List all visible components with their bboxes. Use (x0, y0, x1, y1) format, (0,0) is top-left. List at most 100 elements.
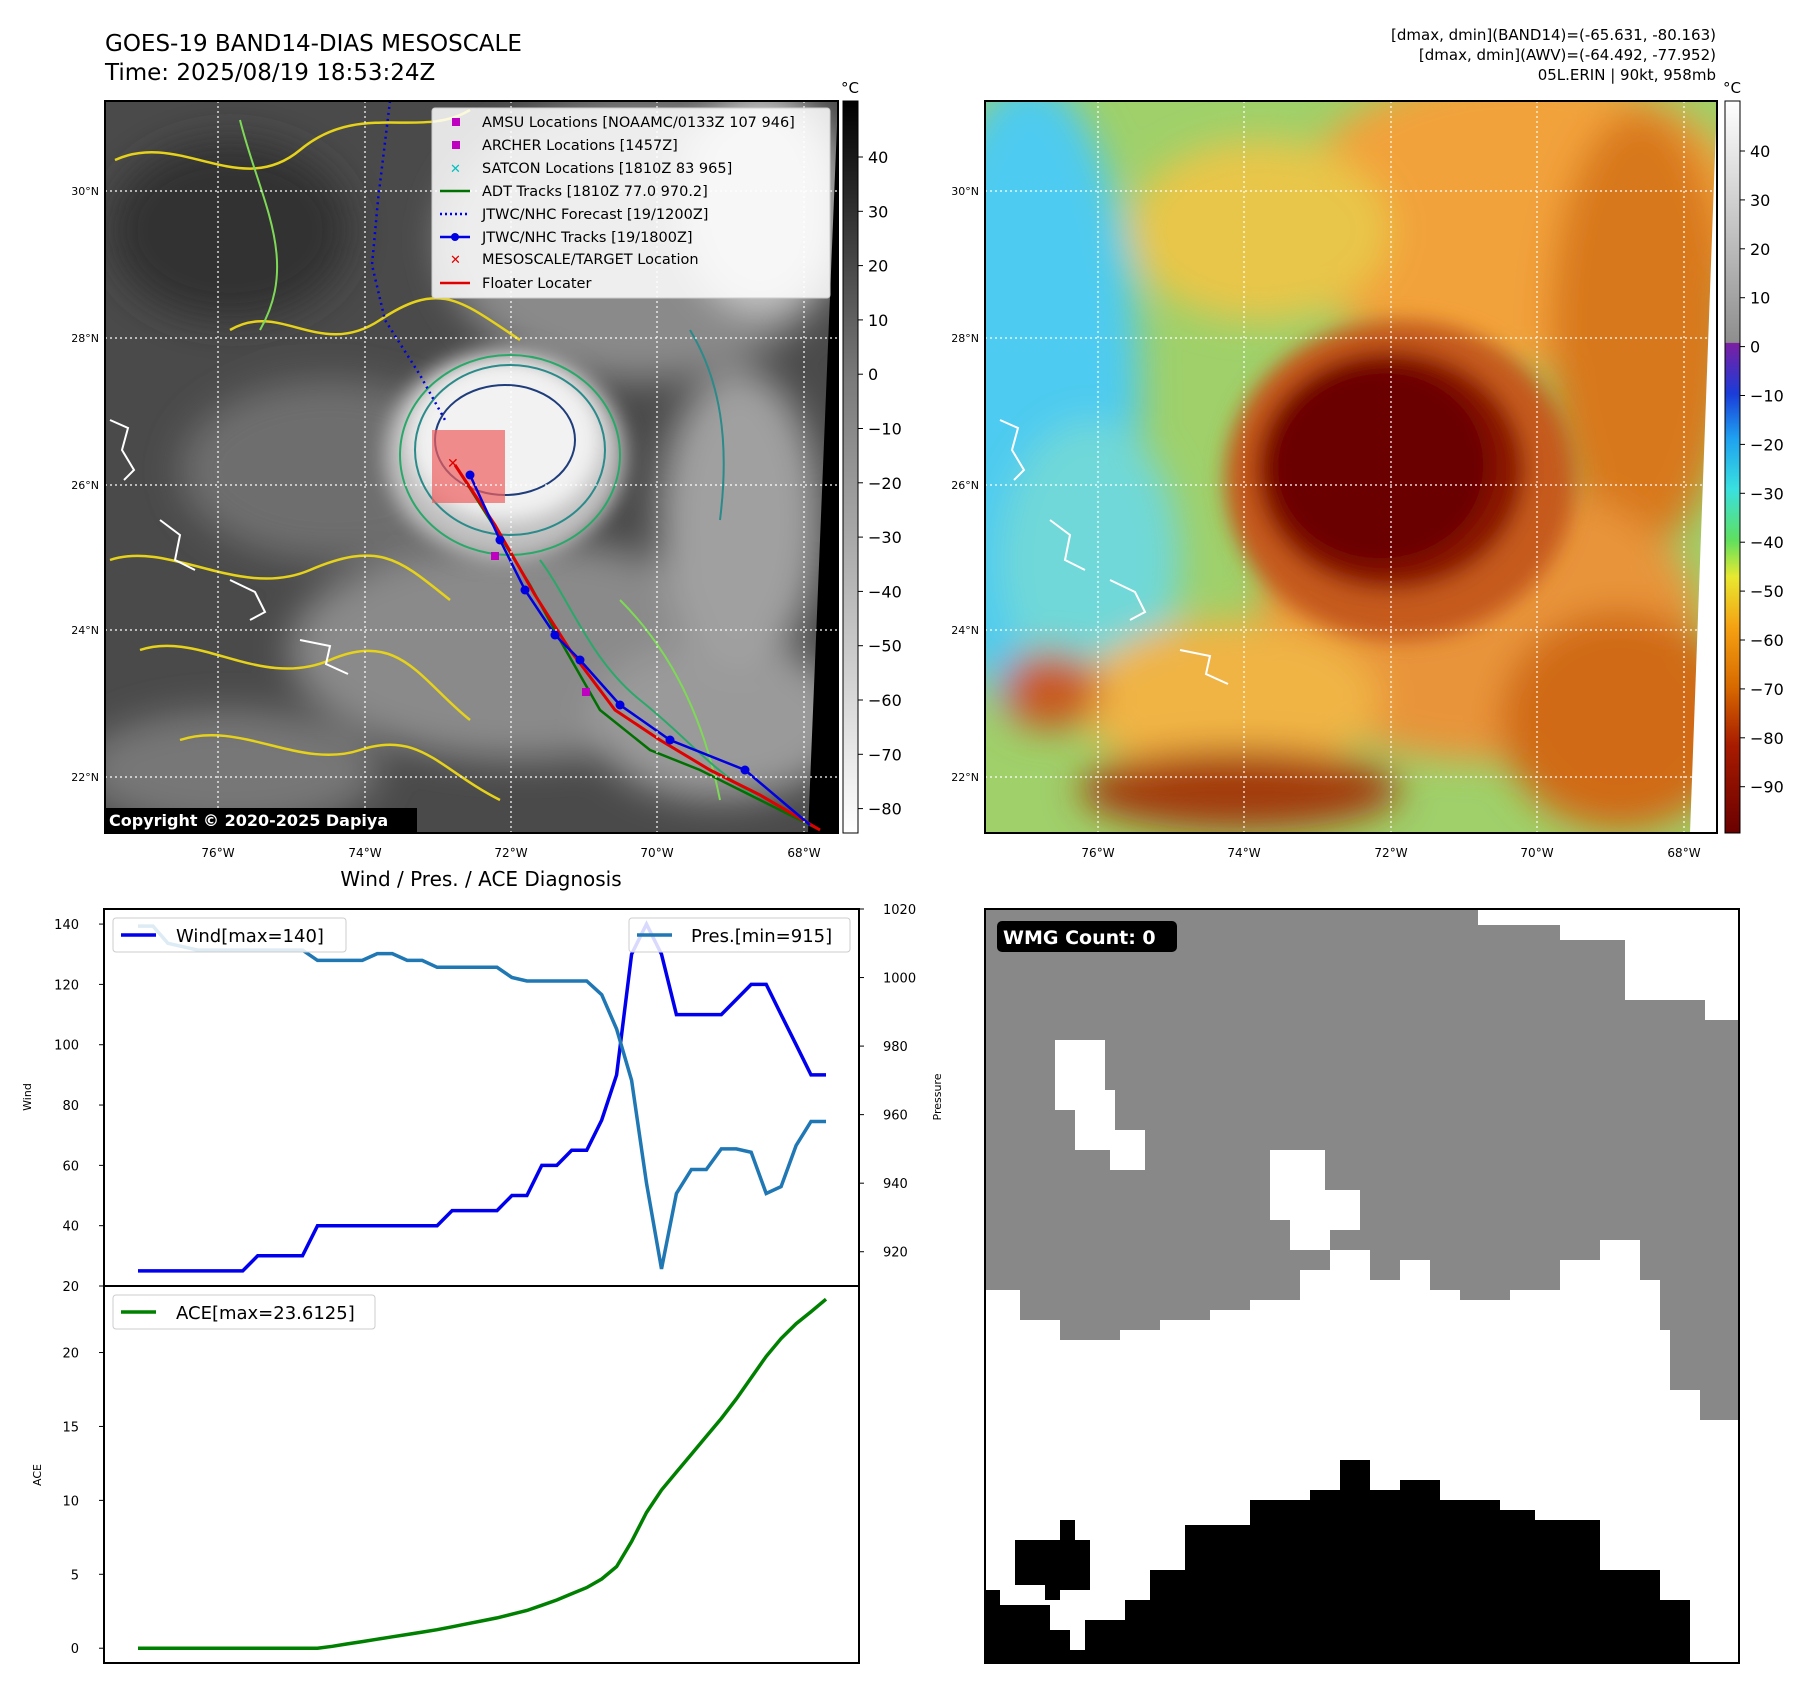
wmg-gray-region (985, 909, 1739, 1420)
color-colorbar (1724, 100, 1741, 834)
ir-colorbar-unit: °C (841, 79, 859, 97)
colorbar-tick-label: −20 (868, 474, 902, 493)
legend-target-label: MESOSCALE/TARGET Location (482, 252, 699, 268)
colorbar-tick-label: −30 (868, 528, 902, 547)
color-storm-core (1225, 320, 1575, 640)
pressure-tick-label: 940 (883, 1177, 908, 1192)
lon-tick-label: 74°W (1227, 846, 1260, 860)
colorbar-tick-label: 30 (868, 202, 888, 221)
colorbar-tick-label: −20 (1750, 435, 1784, 454)
lat-tick-label: 26°N (951, 479, 979, 492)
ace-tick-label: 10 (62, 1494, 79, 1509)
wind-tick-label: 60 (62, 1159, 79, 1174)
lon-tick-label: 70°W (1520, 846, 1553, 860)
coastline (1179, 649, 1229, 685)
ir-map-lat-ticks: 30°N 28°N 26°N 24°N 22°N (71, 185, 99, 784)
archer-point (582, 688, 590, 696)
color-colorbar-unit: °C (1723, 79, 1741, 97)
contour (399, 354, 621, 556)
legend-archer-label: ARCHER Locations [1457Z] (482, 138, 678, 154)
wind-pressure-frame (103, 908, 860, 1287)
wmg-white-patch (1270, 1150, 1360, 1250)
color-map-gridlines (985, 101, 1717, 833)
colorbar-tick-label: −70 (868, 745, 902, 764)
colorbar-tick-label: 0 (868, 365, 878, 384)
legend-amsu-label: AMSU Locations [NOAAMC/0133Z 107 946] (482, 115, 795, 131)
wind-tick-label: 120 (54, 978, 79, 993)
ir-colorbar-ticks: 40 30 20 10 0 −10 −20 −30 −40 −50 −60 −70 −80 (858, 148, 902, 819)
mesoscale-target-box (432, 430, 505, 503)
colorbar-tick-label: −10 (868, 420, 902, 439)
wind-tick-label: 140 (54, 918, 79, 933)
coastline (1049, 519, 1086, 571)
colorbar-tick-label: 40 (1750, 142, 1770, 161)
wind-series-line (138, 920, 826, 1273)
pressure-axis-label: Pressure (931, 1073, 944, 1120)
colorbar-tick-label: −90 (1750, 778, 1784, 797)
pressure-axis-ticks: 920 940 960 980 1000 1020 (859, 903, 916, 1261)
lon-tick-label: 74°W (348, 846, 381, 860)
coastline (229, 579, 267, 621)
contour (539, 559, 761, 801)
colorbar-tick-label: 40 (868, 148, 888, 167)
legend-jtwc-dot (451, 233, 459, 241)
contour (139, 644, 471, 721)
wind-axis-ticks: 20 40 60 80 100 120 140 (54, 918, 104, 1295)
contour (689, 329, 725, 521)
contour (179, 734, 501, 802)
colorbar-tick-label: −50 (868, 637, 902, 656)
coastline (159, 519, 196, 571)
wmg-count-label: WMG Count: 0 (1003, 927, 1156, 949)
lat-tick-label: 24°N (71, 624, 99, 637)
color-map-edge (1690, 101, 1717, 833)
lat-tick-label: 28°N (951, 332, 979, 345)
wind-legend: Wind[max=140] (112, 917, 347, 953)
colorbar-tick-label: −80 (1750, 729, 1784, 748)
colorbar-tick-label: −30 (1750, 484, 1784, 503)
wmg-white-patch (1055, 1040, 1145, 1170)
legend-jtwc-label: JTWC/NHC Tracks [19/1800Z] (481, 230, 693, 246)
lat-tick-label: 30°N (951, 185, 979, 198)
figure-time: Time: 2025/08/19 18:53:24Z (104, 60, 435, 86)
lon-tick-label: 70°W (640, 846, 673, 860)
target-marker: ✕ (447, 456, 459, 472)
coastline (999, 419, 1026, 481)
lon-tick-label: 68°W (1667, 846, 1700, 860)
colorbar-tick-label: −50 (1750, 582, 1784, 601)
pressure-tick-label: 960 (883, 1109, 908, 1124)
ace-tick-label: 5 (71, 1568, 79, 1583)
ace-tick-label: 0 (71, 1642, 79, 1657)
color-map-frame (984, 100, 1718, 834)
contour (114, 108, 471, 170)
lat-tick-label: 28°N (71, 332, 99, 345)
pressure-tick-label: 980 (883, 1040, 908, 1055)
color-colorbar-ticks: 40 30 20 10 0 −10 −20 −30 −40 −50 −60 −70 −80 −90 (1740, 142, 1784, 797)
map-legend: AMSU Locations [NOAAMC/0133Z 107 946] AR… (431, 107, 831, 299)
colorbar-tick-label: −40 (868, 582, 902, 601)
pressure-tick-label: 1000 (883, 972, 916, 987)
colorbar-tick-label: −80 (868, 800, 902, 819)
pressure-legend: Pres.[min=915] (628, 917, 851, 953)
wind-axis-label: Wind (21, 1083, 34, 1111)
wind-tick-label: 40 (62, 1220, 79, 1235)
color-map-lon-ticks: 76°W 74°W 72°W 70°W 68°W (1081, 846, 1700, 860)
legend-archer-swatch (452, 141, 460, 149)
info-storm: 05L.ERIN | 90kt, 958mb (1538, 66, 1716, 84)
floater-track (453, 464, 821, 832)
forecast-track (370, 101, 447, 421)
colorbar-tick-label: −60 (1750, 631, 1784, 650)
info-awv: [dmax, dmin](AWV)=(-64.492, -77.952) (1419, 46, 1716, 64)
pressure-tick-label: 920 (883, 1246, 908, 1261)
colorbar-tick-label: 10 (868, 311, 888, 330)
legend-satcon-swatch: ✕ (450, 162, 461, 177)
legend-target-swatch: ✕ (450, 253, 461, 268)
pressure-legend-label: Pres.[min=915] (691, 926, 832, 947)
copyright-text: Copyright © 2020-2025 Dapiya (109, 811, 388, 830)
lon-tick-label: 68°W (787, 846, 820, 860)
contour (229, 297, 521, 342)
colorbar-tick-label: −70 (1750, 680, 1784, 699)
colorbar-tick-label: 20 (1750, 240, 1770, 259)
colorbar-tick-label: −60 (868, 691, 902, 710)
figure-title: GOES-19 BAND14-DIAS MESOSCALE (105, 31, 522, 57)
